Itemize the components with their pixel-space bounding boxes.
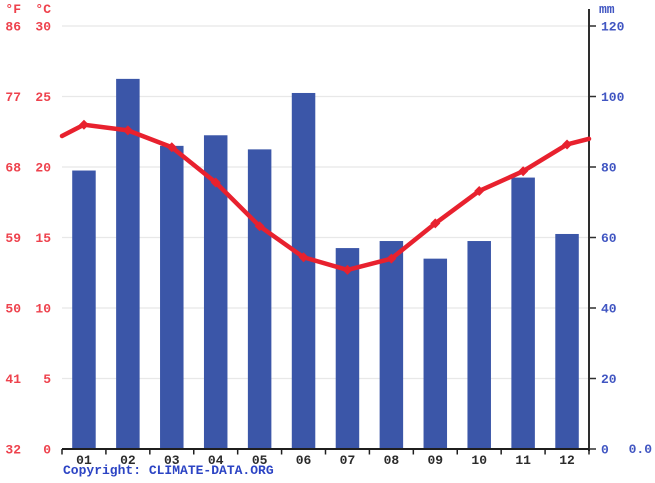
precip-bar-03 bbox=[160, 145, 184, 449]
mm-tick-label: 0 bbox=[601, 443, 609, 458]
mm-tick-label: 60 bbox=[601, 231, 617, 246]
precip-bar-11 bbox=[511, 177, 535, 449]
temperature-marker-01 bbox=[78, 119, 89, 130]
temperature-marker-11 bbox=[518, 166, 529, 177]
precip-bar-09 bbox=[423, 258, 448, 449]
month-label: 01 bbox=[76, 453, 92, 468]
mm-tick-label: 100 bbox=[601, 90, 625, 105]
month-label: 04 bbox=[208, 453, 224, 468]
fahrenheit-tick-label: 77 bbox=[5, 90, 21, 105]
temperature-marker-03 bbox=[166, 142, 177, 153]
mm-tick-label: 80 bbox=[601, 161, 617, 176]
celsius-tick-label: 25 bbox=[35, 90, 51, 105]
temperature-marker-04 bbox=[210, 177, 221, 188]
temperature-line bbox=[59, 122, 592, 273]
temperature-marker-02 bbox=[122, 125, 133, 136]
celsius-tick-label: 10 bbox=[35, 302, 51, 317]
precip-bar-05 bbox=[247, 149, 272, 449]
precip-bar-01 bbox=[72, 170, 96, 449]
temperature-marker-05 bbox=[254, 221, 265, 232]
temperature-marker-07 bbox=[342, 264, 353, 275]
fahrenheit-axis-title: °F bbox=[5, 2, 21, 17]
month-label: 08 bbox=[384, 453, 400, 468]
temperature-marker-08 bbox=[386, 253, 397, 264]
celsius-tick-label: 0 bbox=[43, 443, 51, 458]
month-label: 03 bbox=[164, 453, 180, 468]
fahrenheit-tick-label: 50 bbox=[5, 302, 21, 317]
month-label: 11 bbox=[515, 453, 531, 468]
temperature-marker-06 bbox=[298, 252, 309, 263]
fahrenheit-tick-label: 59 bbox=[5, 231, 21, 246]
celsius-tick-label: 20 bbox=[35, 161, 51, 176]
fahrenheit-tick-label: 41 bbox=[5, 372, 21, 387]
precip-bar-08 bbox=[379, 241, 404, 449]
fahrenheit-tick-label: 86 bbox=[5, 20, 21, 35]
month-label: 06 bbox=[296, 453, 312, 468]
month-label: 10 bbox=[471, 453, 487, 468]
celsius-tick-label: 30 bbox=[35, 20, 51, 35]
precip-bar-06 bbox=[291, 92, 316, 449]
month-label: 12 bbox=[559, 453, 575, 468]
celsius-tick-label: 5 bbox=[43, 372, 51, 387]
zero-point-zero-label: 0.0 bbox=[629, 442, 653, 457]
temperature-marker-09 bbox=[430, 218, 441, 229]
month-label: 02 bbox=[120, 453, 136, 468]
celsius-axis-title: °C bbox=[35, 2, 51, 17]
month-label: 07 bbox=[340, 453, 356, 468]
mm-tick-label: 120 bbox=[601, 20, 625, 35]
mm-tick-label: 40 bbox=[601, 302, 617, 317]
precip-bar-10 bbox=[467, 241, 491, 449]
mm-tick-label: 20 bbox=[601, 372, 617, 387]
precip-bar-04 bbox=[203, 135, 228, 449]
precip-bar-02 bbox=[116, 78, 140, 449]
month-label: 09 bbox=[427, 453, 443, 468]
temperature-marker-10 bbox=[474, 185, 485, 196]
temperature-marker-12 bbox=[562, 139, 573, 150]
fahrenheit-tick-label: 68 bbox=[5, 161, 21, 176]
millimeter-axis-title: mm bbox=[599, 2, 615, 17]
fahrenheit-tick-label: 32 bbox=[5, 443, 21, 458]
precip-bar-12 bbox=[555, 233, 579, 449]
celsius-tick-label: 15 bbox=[35, 231, 51, 246]
precip-bar-07 bbox=[335, 248, 360, 449]
copyright-text: Copyright: CLIMATE-DATA.ORG bbox=[63, 463, 274, 478]
month-label: 05 bbox=[252, 453, 268, 468]
